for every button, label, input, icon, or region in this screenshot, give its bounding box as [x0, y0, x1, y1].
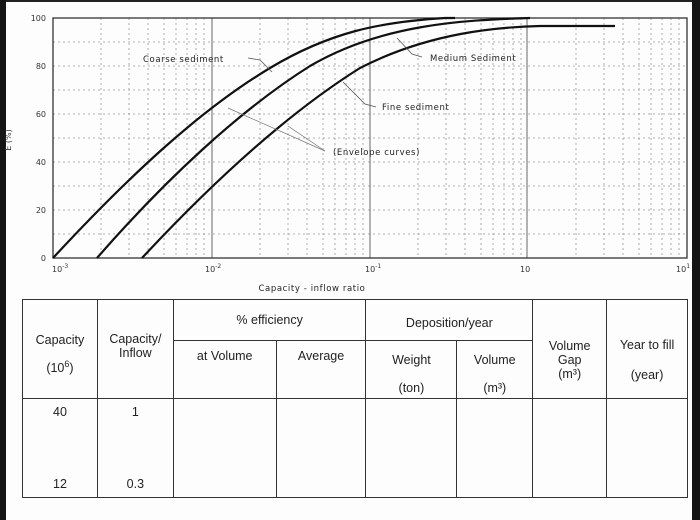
svg-text:Medium Sediment: Medium Sediment [430, 54, 516, 64]
y-axis: 100 80 60 40 20 0 E (%) [4, 14, 46, 263]
plot-frame [52, 17, 688, 259]
annotations: Coarse sediment Medium Sediment Fine sed… [143, 37, 516, 158]
svg-text:(Envelope curves): (Envelope curves) [333, 148, 420, 158]
fine-sediment-curve [141, 24, 615, 259]
year-to-fill-cell[interactable] [606, 398, 688, 498]
average-cell[interactable] [275, 398, 367, 498]
svg-text:10: 10 [520, 265, 530, 274]
medium-sediment-curve [96, 16, 531, 259]
y-axis-label: E (%) [4, 129, 13, 150]
right-border [692, 0, 700, 520]
header-capacity-inflow: Capacity/ Inflow [96, 299, 174, 399]
header-capacity: Capacity (106) [22, 299, 98, 399]
svg-text:10-3: 10-3 [52, 263, 68, 274]
svg-text:80: 80 [36, 62, 46, 71]
decade-lines [211, 18, 528, 258]
top-border [0, 0, 700, 3]
svg-text:0: 0 [41, 254, 46, 263]
coarse-sediment-curve [52, 16, 455, 259]
volume-cell[interactable] [456, 398, 534, 498]
svg-text:10-1: 10-1 [365, 263, 381, 274]
header-weight: Weight (ton) [365, 340, 458, 399]
header-volume-gap: Volume Gap (m³) [532, 299, 608, 399]
at-volume-cell[interactable] [172, 398, 277, 498]
header-efficiency: % efficiency [172, 299, 367, 341]
x-axis-label: Capacity - inflow ratio [259, 284, 366, 294]
header-deposition: Deposition/year [365, 299, 534, 341]
svg-text:101: 101 [676, 263, 690, 274]
capacity-cell: 40 12 [22, 398, 98, 498]
header-volume: Volume (m³) [456, 340, 534, 399]
header-year-to-fill: Year to fill (year) [606, 299, 688, 399]
weight-cell[interactable] [365, 398, 458, 498]
header-average: Average [275, 340, 367, 399]
left-border [0, 0, 6, 520]
svg-text:10-2: 10-2 [205, 263, 221, 274]
svg-text:Coarse sediment: Coarse sediment [143, 55, 224, 65]
svg-text:Fine sediment: Fine sediment [382, 103, 449, 113]
curves [52, 16, 615, 259]
x-axis: 10-3 10-2 10-1 10 101 Capacity - inflow … [52, 263, 690, 294]
efficiency-chart: 100 80 60 40 20 0 E (%) 10-3 10-2 10-1 1… [4, 14, 690, 294]
volume-gap-cell[interactable] [532, 398, 608, 498]
header-at-volume: at Volume [172, 340, 277, 399]
svg-text:40: 40 [36, 158, 46, 167]
svg-text:20: 20 [36, 206, 46, 215]
ratio-cell: 1 0.3 [96, 398, 174, 498]
table-row: 40 12 1 0.3 [22, 398, 688, 498]
svg-text:60: 60 [36, 110, 46, 119]
svg-text:100: 100 [31, 14, 46, 23]
sediment-table: Capacity (106) Capacity/ Inflow % effici… [22, 299, 688, 498]
